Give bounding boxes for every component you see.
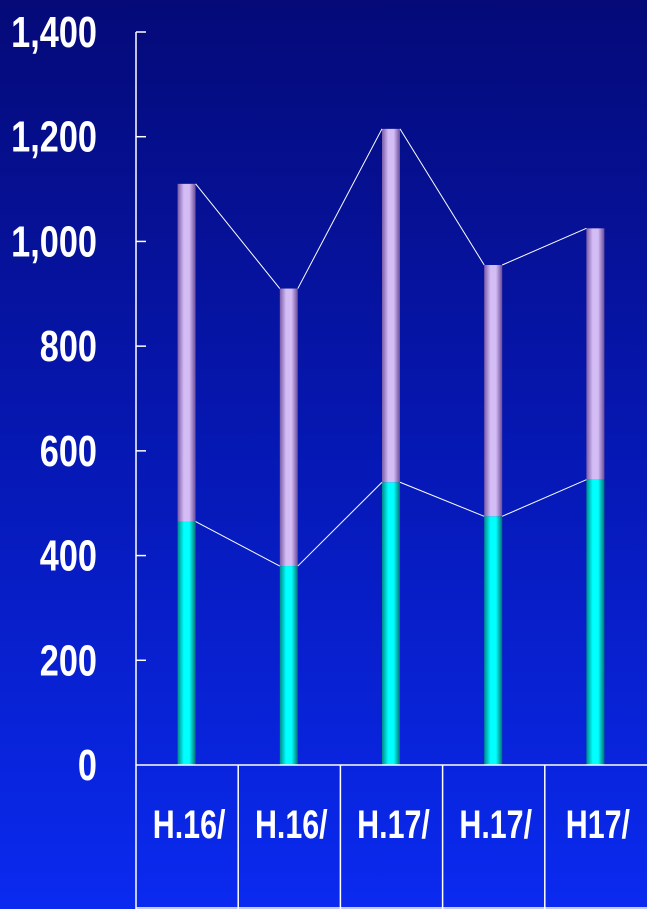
category-label: H.17/ (357, 802, 430, 847)
bar-segment-top (177, 183, 196, 522)
category-label: H.17/ (459, 802, 532, 847)
bar-segment-bottom (177, 521, 196, 765)
category-label: H.16/ (153, 802, 226, 847)
category-label: H17/ (566, 802, 630, 847)
bar-segment-top (279, 288, 298, 567)
series-line-top (297, 128, 383, 289)
y-tick-label: 200 (40, 636, 97, 685)
series-line-bottom (195, 521, 281, 567)
y-tick-label: 600 (40, 427, 97, 476)
series-line-top (195, 183, 281, 289)
category-table: H.16/H.16/H.17/H.17/H17/ (136, 764, 647, 909)
y-tick-label: 1,200 (11, 113, 97, 162)
series-line-top (502, 227, 587, 266)
bar-segment-top (484, 264, 503, 517)
y-tick-label: 400 (40, 532, 97, 581)
bar-segment-bottom (484, 516, 503, 765)
bar-segment-bottom (382, 482, 400, 765)
bars (177, 128, 605, 765)
series-line-bottom (399, 481, 485, 517)
series-line-top (399, 128, 485, 266)
bar-segment-top (382, 128, 400, 483)
series-line-bottom (502, 479, 587, 517)
category-label: H.16/ (255, 802, 328, 847)
bar-segment-top (586, 228, 605, 480)
y-tick-label: 800 (40, 322, 97, 371)
series-lines (195, 128, 587, 567)
y-tick-label: 1,400 (11, 8, 97, 57)
y-tick-label: 1,000 (11, 217, 97, 266)
series-line-bottom (297, 481, 383, 567)
y-axis: 0 200 400 600 800 1,000 1,200 1,400 (11, 8, 146, 909)
y-tick-label: 0 (78, 741, 97, 790)
bar-segment-bottom (279, 566, 298, 765)
bar-segment-bottom (586, 479, 605, 765)
